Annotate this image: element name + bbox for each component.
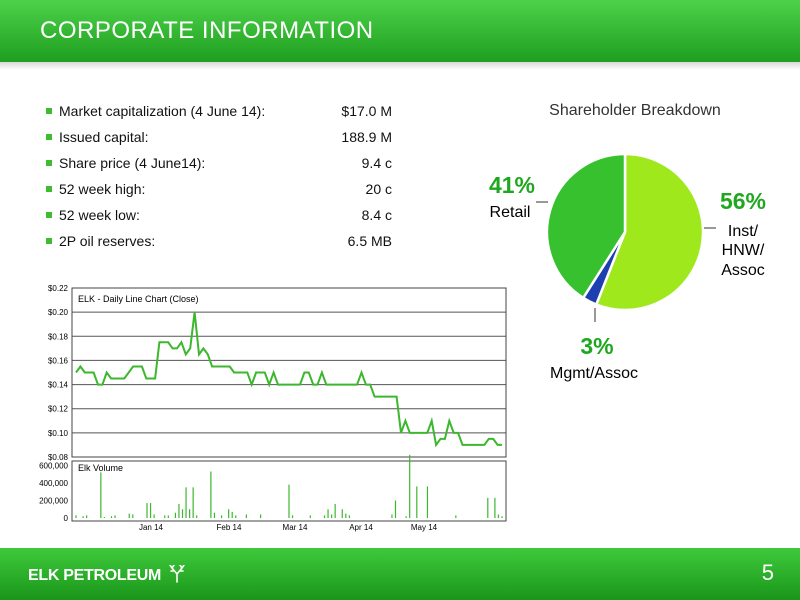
pie-slice (594, 152, 705, 312)
price-y-tick-label: $0.16 (48, 356, 69, 365)
pie-label-retail: Retail (490, 204, 531, 221)
x-tick-label: May 14 (411, 523, 438, 532)
pie-pct-mgmt: 3% (580, 333, 613, 359)
price-plot-frame (71, 287, 507, 458)
company-logo: ELK PETROLEUM (28, 564, 187, 585)
price-y-tick-label: $0.22 (48, 284, 69, 293)
price-y-tick-label: $0.20 (48, 308, 69, 317)
bullet-icon (46, 108, 52, 114)
stat-label: 52 week low: (59, 207, 140, 223)
header-shadow (0, 62, 800, 70)
x-tick-label: Feb 14 (217, 523, 242, 532)
pie-label-inst-3: Assoc (721, 262, 765, 279)
stat-value: $17.0 M (341, 103, 392, 119)
pie-slice (545, 152, 627, 300)
stat-value: 8.4 c (361, 207, 392, 223)
price-y-tick-label: $0.12 (48, 405, 69, 414)
stat-value: 9.4 c (361, 155, 392, 171)
price-y-tick-label: $0.18 (48, 332, 69, 341)
stat-row: 52 week low: 8.4 c (46, 207, 392, 233)
x-tick-label: Jan 14 (139, 523, 164, 532)
volume-y-tick-label: 200,000 (39, 496, 68, 505)
stat-row: Issued capital: 188.9 M (46, 129, 392, 155)
logo-text: ELK PETROLEUM (28, 567, 161, 584)
price-series-line (75, 311, 502, 448)
stats-list: Market capitalization (4 June 14): $17.0 … (46, 103, 392, 259)
stat-row: Share price (4 June14): 9.4 c (46, 155, 392, 181)
bullet-icon (46, 134, 52, 140)
page-title: CORPORATE INFORMATION (40, 17, 374, 44)
volume-plot-frame (71, 460, 507, 522)
stat-value: 188.9 M (341, 129, 392, 145)
stat-label: 52 week high: (59, 181, 146, 197)
pie-label-inst-2: HNW/ (722, 242, 765, 259)
stat-row: 2P oil reserves: 6.5 MB (46, 233, 392, 259)
stat-label: Share price (4 June14): (59, 155, 206, 171)
pie-label-mgmt: Mgmt/Assoc (550, 365, 638, 382)
page-number: 5 (761, 560, 774, 585)
stat-label: Issued capital: (59, 129, 149, 145)
price-y-tick-label: $0.08 (48, 453, 69, 462)
pie-label-inst-1: Inst/ (728, 223, 759, 240)
footer-bar: ELK PETROLEUM 5 (0, 548, 800, 600)
price-y-tick-label: $0.10 (48, 429, 69, 438)
shareholder-pie-chart: 56% Inst/ HNW/ Assoc 41% Retail 3% Mgmt/… (489, 152, 766, 382)
elk-antler-icon (169, 564, 185, 583)
stat-row: 52 week high: 20 c (46, 181, 392, 207)
pie-slices (545, 152, 705, 312)
pie-pct-retail: 41% (489, 172, 535, 198)
x-tick-label: Apr 14 (349, 523, 373, 532)
stat-label: Market capitalization (4 June 14): (59, 103, 266, 119)
stat-label: 2P oil reserves: (59, 233, 156, 249)
price-y-axis: $0.22 $0.20 $0.18 $0.16 $0.14 $0.12 $0.10 $0.08 (48, 284, 69, 462)
stat-value: 20 c (365, 181, 392, 197)
pie-chart-title: Shareholder Breakdown (549, 102, 721, 119)
volume-y-tick-label: 400,000 (39, 479, 68, 488)
price-chart-title: ELK - Daily Line Chart (Close) (78, 294, 199, 304)
bullet-icon (46, 212, 52, 218)
header-bar: CORPORATE INFORMATION (0, 0, 800, 62)
x-axis: Jan 14 Feb 14 Mar 14 Apr 14 May 14 (139, 523, 438, 532)
bullet-icon (46, 186, 52, 192)
bullet-icon (46, 238, 52, 244)
price-volume-chart: ELK - Daily Line Chart (Close) $0.22$0.2… (39, 284, 507, 532)
volume-y-axis: 600,000 400,000 200,000 0 (39, 461, 68, 523)
price-gridlines (72, 287, 506, 458)
volume-chart-title: Elk Volume (78, 463, 123, 473)
stat-value: 6.5 MB (347, 233, 392, 249)
volume-bars (75, 454, 503, 518)
x-tick-label: Mar 14 (283, 523, 308, 532)
bullet-icon (46, 160, 52, 166)
stat-row: Market capitalization (4 June 14): $17.0 … (46, 103, 392, 129)
price-y-tick-label: $0.14 (48, 381, 69, 390)
volume-y-tick-label: 0 (64, 514, 69, 523)
volume-y-tick-label: 600,000 (39, 461, 68, 470)
pie-pct-inst: 56% (720, 188, 766, 214)
